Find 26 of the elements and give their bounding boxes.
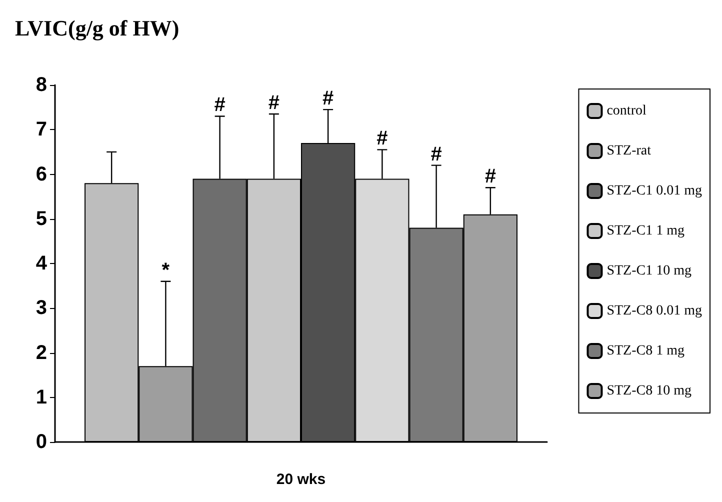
x-tick-label: 20 wks <box>276 471 326 488</box>
y-tick-label: 8 <box>36 74 47 96</box>
annotation: # <box>268 92 280 114</box>
y-tick-label: 6 <box>36 163 47 186</box>
legend-label: STZ-C8 10 mg <box>606 384 692 398</box>
legend-label: STZ-rat <box>606 144 652 158</box>
legend-label: STZ-C1 10 mg <box>606 264 692 278</box>
legend-label: STZ-C8 1 mg <box>606 344 684 358</box>
y-tick-label: 0 <box>36 431 47 453</box>
chart-title: LVIC(g/g of HW) <box>15 16 180 40</box>
annotation: # <box>376 128 388 150</box>
y-tick-label: 4 <box>36 252 48 274</box>
annotation: # <box>322 88 334 110</box>
legend-label: STZ-C1 0.01 mg <box>606 184 702 198</box>
legend-label: STZ-C8 0.01 mg <box>606 304 702 318</box>
annotation: # <box>484 166 496 188</box>
annotation: * <box>162 259 170 282</box>
y-tick-label: 5 <box>36 208 47 230</box>
annotation: # <box>214 94 226 116</box>
legend-label: STZ-C1 1 mg <box>606 224 684 238</box>
annotation: # <box>430 143 442 166</box>
y-tick-label: 1 <box>36 386 47 408</box>
y-tick-label: 7 <box>36 118 47 141</box>
y-tick-label: 3 <box>36 297 47 320</box>
legend-label: control <box>606 104 646 118</box>
y-tick-label: 2 <box>36 342 47 364</box>
